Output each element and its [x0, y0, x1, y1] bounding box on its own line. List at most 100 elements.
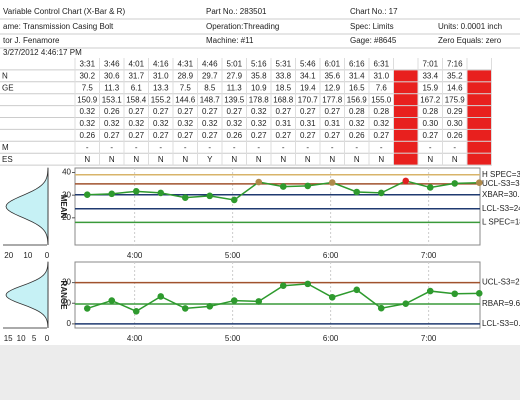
cell: - — [184, 143, 187, 152]
field: Operation:Threading — [206, 22, 279, 31]
cell: 6:16 — [349, 60, 365, 69]
cell: 3:46 — [104, 60, 120, 69]
cell: 0.27 — [177, 131, 193, 140]
cell: N — [231, 155, 237, 164]
flag-cell — [467, 141, 492, 153]
limit-label: RBAR=9.62 — [482, 299, 520, 308]
cell: 7.5 — [82, 83, 94, 92]
x-tick-label: 6:00 — [323, 251, 339, 260]
cell: 0.27 — [104, 131, 120, 140]
point — [304, 182, 312, 190]
cell: 29.7 — [202, 71, 218, 80]
cell: 5:46 — [300, 60, 316, 69]
flag-cell — [467, 70, 492, 82]
point — [279, 183, 287, 190]
cell: 0.30 — [422, 119, 438, 128]
cell: 0.31 — [275, 119, 291, 128]
flag-cell — [393, 153, 418, 165]
cell: 0.28 — [373, 107, 389, 116]
point — [426, 287, 434, 295]
cell: 0.27 — [128, 107, 144, 116]
x-tick-label: 4:00 — [127, 251, 143, 260]
cell: N — [280, 155, 286, 164]
dist-tick-label: 15 — [4, 334, 13, 343]
point — [279, 282, 287, 290]
limit-label: UCL-S3=20. — [482, 278, 520, 287]
cell: Y — [207, 155, 213, 164]
y-tick-label: 40 — [62, 168, 71, 177]
cell: 0.32 — [79, 119, 95, 128]
point — [304, 280, 312, 288]
cell: N — [354, 155, 360, 164]
distribution-curve — [5, 261, 49, 329]
cell: 11.3 — [104, 83, 120, 92]
cell: 6.1 — [131, 83, 143, 92]
cell: 35.2 — [447, 71, 463, 80]
cell: 0.30 — [447, 119, 463, 128]
point — [402, 300, 410, 307]
cell: 7:01 — [422, 60, 438, 69]
cell: 31.4 — [349, 71, 365, 80]
point — [328, 293, 336, 301]
cell: 7.6 — [376, 83, 388, 92]
plot-area — [74, 167, 481, 246]
cell: 0.31 — [324, 119, 340, 128]
cell: N — [329, 155, 335, 164]
point — [377, 304, 385, 312]
timestamp: 3/27/2012 4:46:17 PM — [3, 48, 82, 57]
flag-cell — [467, 106, 492, 117]
y-tick-label: 0 — [67, 319, 72, 328]
cell: 5:31 — [275, 60, 291, 69]
row-label: ES — [2, 155, 13, 164]
title: Variable Control Chart (X-Bar & R) — [3, 7, 125, 16]
point — [475, 290, 483, 297]
point — [451, 290, 459, 298]
flag-cell — [393, 94, 418, 106]
cell: 4:31 — [177, 60, 193, 69]
cell: 0.27 — [422, 131, 438, 140]
cell: 0.32 — [373, 119, 389, 128]
cell: N — [378, 155, 384, 164]
cell: 18.5 — [275, 83, 291, 92]
cell: - — [110, 143, 113, 152]
cell: 0.32 — [153, 119, 169, 128]
cell: 30.2 — [79, 71, 95, 80]
cell: 148.7 — [200, 95, 221, 104]
flag-cell — [467, 118, 492, 129]
cell: 175.9 — [445, 95, 466, 104]
cell: N — [452, 155, 458, 164]
dist-tick-label: 20 — [4, 251, 13, 260]
cell: N — [427, 155, 433, 164]
y-axis-label: MEAN — [59, 195, 68, 219]
cell: N — [305, 155, 311, 164]
flag-cell — [467, 82, 492, 94]
flag-cell — [467, 94, 492, 106]
point — [83, 191, 91, 199]
point — [377, 189, 385, 197]
flag-cell — [393, 141, 418, 153]
flag-cell — [393, 106, 418, 117]
cell: 16.5 — [349, 83, 365, 92]
flag-cell — [467, 153, 492, 165]
field: ame: Transmission Casing Bolt — [3, 22, 114, 31]
cell: 0.27 — [128, 131, 144, 140]
point — [451, 180, 459, 187]
cell: 0.27 — [300, 107, 316, 116]
cell: N — [109, 155, 115, 164]
cell: 156.9 — [347, 95, 368, 104]
x-tick-label: 5:00 — [225, 334, 241, 343]
cell: 14.6 — [447, 83, 463, 92]
cell: - — [233, 143, 236, 152]
cell: - — [453, 143, 456, 152]
point — [402, 177, 410, 185]
field: tor J. Fenamore — [3, 36, 60, 45]
point — [353, 286, 361, 294]
cell: 7:16 — [447, 60, 463, 69]
field: Chart No.: 17 — [350, 7, 398, 16]
cell: 0.27 — [153, 107, 169, 116]
row-label: M — [2, 143, 9, 152]
cell: 0.32 — [202, 119, 218, 128]
cell: 0.27 — [275, 107, 291, 116]
cell: - — [135, 143, 138, 152]
